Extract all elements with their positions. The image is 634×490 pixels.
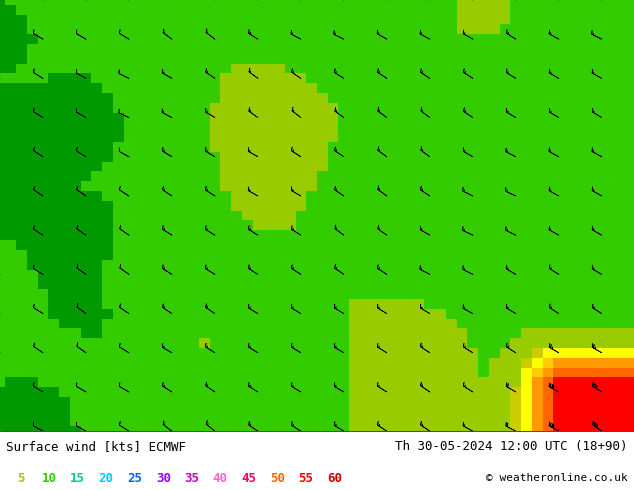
Text: © weatheronline.co.uk: © weatheronline.co.uk: [486, 473, 628, 483]
Text: 40: 40: [213, 472, 228, 485]
Text: Th 30-05-2024 12:00 UTC (18+90): Th 30-05-2024 12:00 UTC (18+90): [395, 440, 628, 453]
Text: 60: 60: [327, 472, 342, 485]
Text: 55: 55: [299, 472, 313, 485]
Text: 15: 15: [70, 472, 85, 485]
Text: 20: 20: [99, 472, 113, 485]
Text: 45: 45: [242, 472, 256, 485]
Text: 50: 50: [270, 472, 285, 485]
Text: 35: 35: [184, 472, 199, 485]
Text: Surface wind [kts] ECMWF: Surface wind [kts] ECMWF: [6, 440, 186, 453]
Text: 10: 10: [42, 472, 56, 485]
Text: 30: 30: [156, 472, 171, 485]
Text: 25: 25: [127, 472, 142, 485]
Text: 5: 5: [17, 472, 24, 485]
